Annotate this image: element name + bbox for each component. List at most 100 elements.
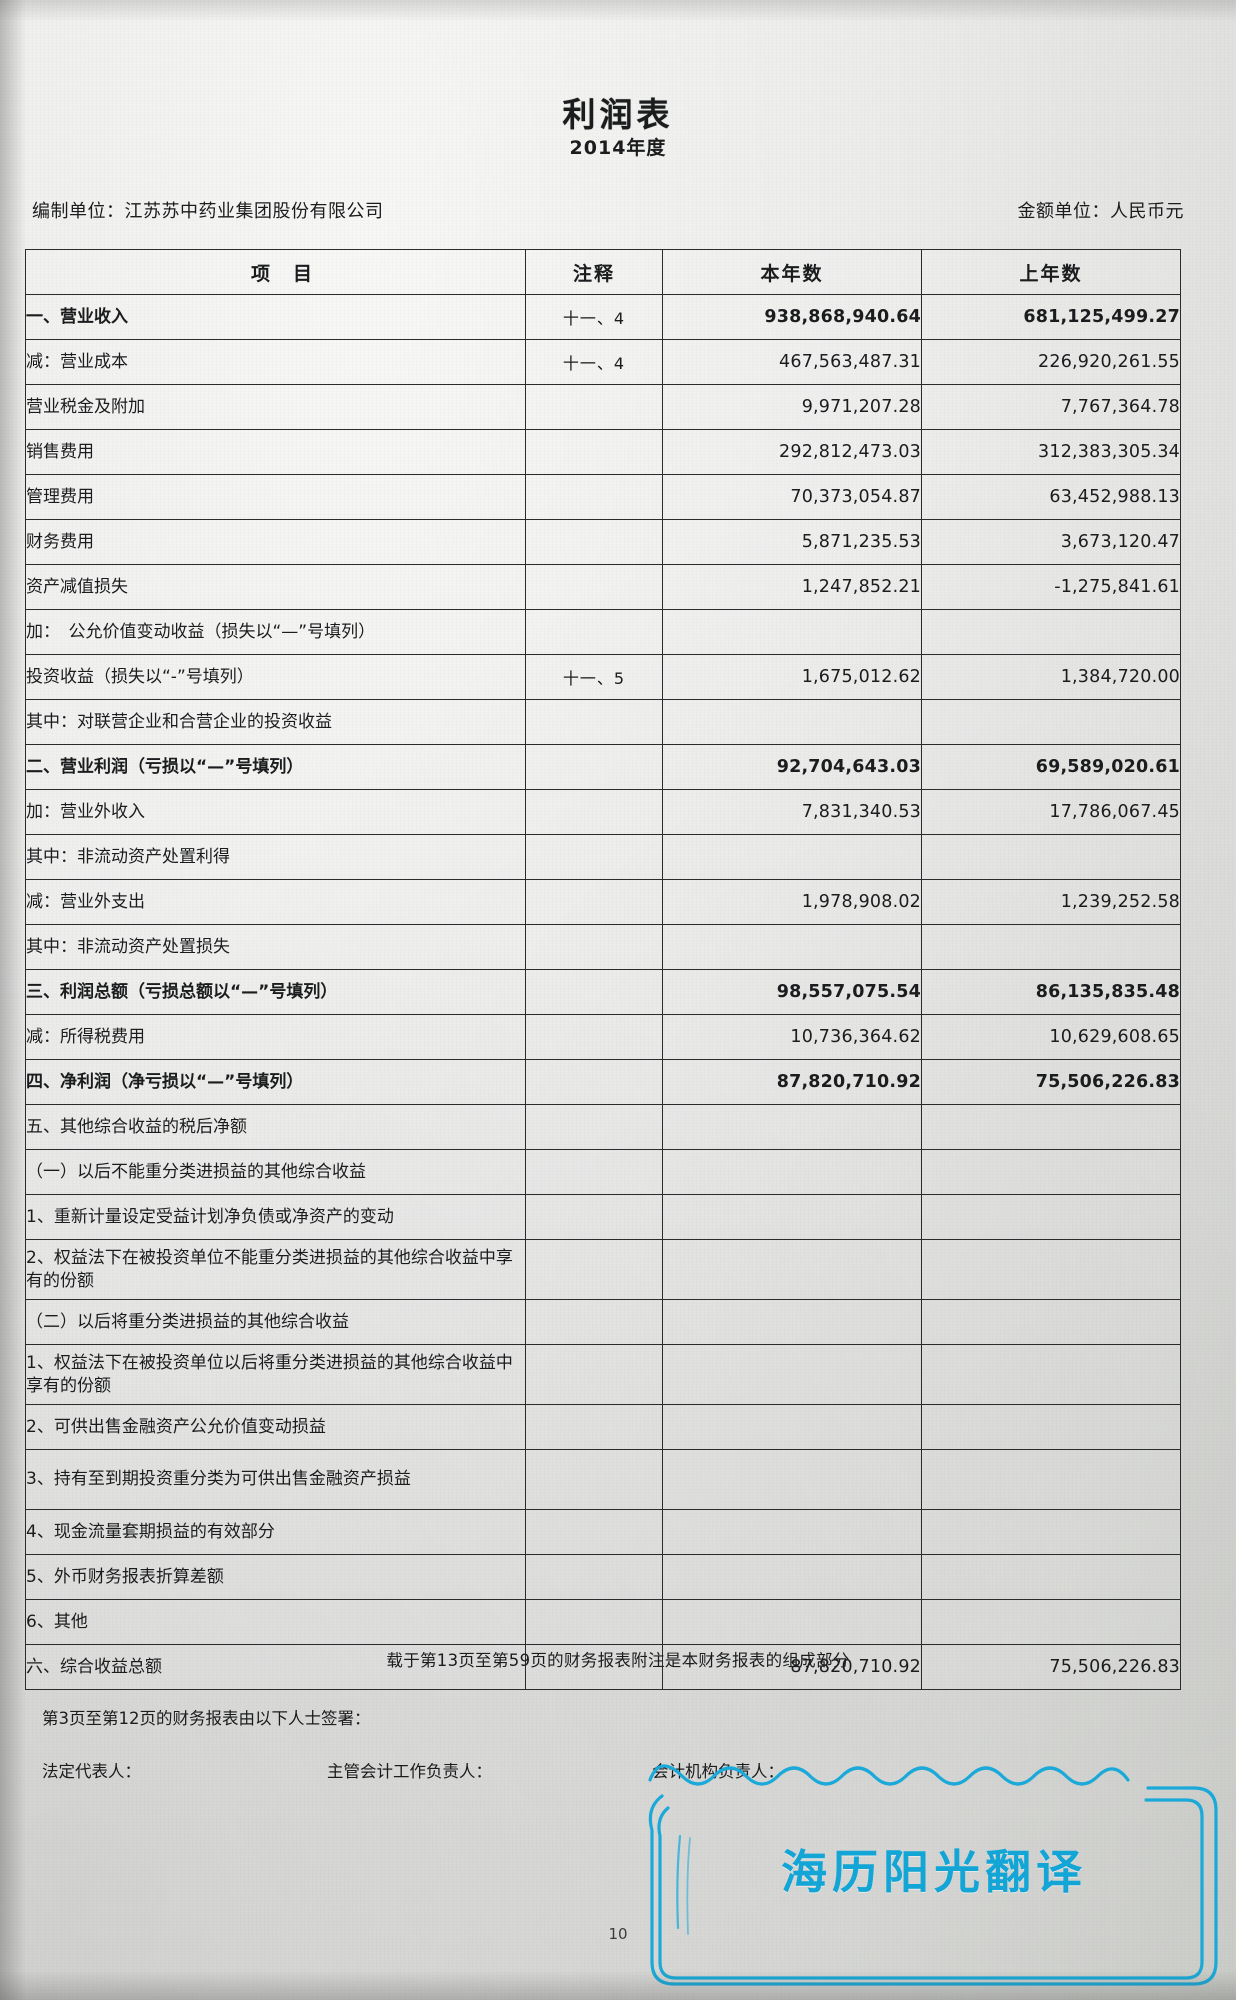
table-row: 其中：非流动资产处置利得 [25, 834, 1181, 880]
table-row: 四、净利润（净亏损以“—”号填列） 87,820,710.92 75,506,226… [25, 1059, 1181, 1105]
column-header-item: 项 目 [25, 249, 526, 295]
table-row: 五、其他综合收益的税后净额 [25, 1104, 1181, 1150]
row-item-label: 财务费用 [25, 519, 526, 565]
row-current-year-amount: 5,871,235.53 [662, 519, 922, 565]
row-previous-year-amount: 3,673,120.47 [921, 519, 1181, 565]
row-current-year-amount: 467,563,487.31 [662, 339, 922, 385]
table-row: 3、持有至到期投资重分类为可供出售金融资产损益 [25, 1449, 1181, 1510]
row-current-year-amount: 87,820,710.92 [662, 1059, 922, 1105]
watermark-text: 海历阳光翻译 [781, 1845, 1087, 1899]
table-row: 2、可供出售金融资产公允价值变动损益 [25, 1404, 1181, 1450]
row-current-year-amount: 70,373,054.87 [662, 474, 922, 520]
row-previous-year-amount: 312,383,305.34 [921, 429, 1181, 475]
row-current-year-amount [662, 1449, 922, 1510]
row-note-reference [525, 879, 663, 925]
row-item-label: 其中：非流动资产处置利得 [25, 834, 526, 880]
row-item-label: 其中：对联营企业和合营企业的投资收益 [25, 699, 526, 745]
row-item-label: 2、可供出售金融资产公允价值变动损益 [25, 1404, 526, 1450]
row-previous-year-amount [921, 1509, 1181, 1555]
row-current-year-amount [662, 1554, 922, 1600]
row-note-reference [525, 1554, 663, 1600]
row-note-reference [525, 1449, 663, 1510]
row-previous-year-amount [921, 1404, 1181, 1450]
row-previous-year-amount: 7,767,364.78 [921, 384, 1181, 430]
signature-accounting-organization: 会计机构负责人： [652, 1762, 784, 1781]
preparer-unit-label: 编制单位：江苏苏中药业集团股份有限公司 [32, 201, 384, 222]
row-current-year-amount [662, 1194, 922, 1240]
row-current-year-amount [662, 924, 922, 970]
translation-watermark: 海历阳光翻译 [632, 1688, 1236, 2000]
table-row: （二）以后将重分类进损益的其他综合收益 [25, 1299, 1181, 1345]
row-note-reference: 十一、4 [525, 294, 663, 340]
row-note-reference [525, 1299, 663, 1345]
row-item-label: 减：所得税费用 [25, 1014, 526, 1060]
row-note-reference [525, 519, 663, 565]
row-item-label: 管理费用 [25, 474, 526, 520]
row-previous-year-amount: 681,125,499.27 [921, 294, 1181, 340]
row-previous-year-amount [921, 1449, 1181, 1510]
row-previous-year-amount [921, 1299, 1181, 1345]
row-note-reference [525, 1599, 663, 1645]
row-note-reference [525, 384, 663, 430]
row-note-reference [525, 1014, 663, 1060]
table-row: 5、外币财务报表折算差额 [25, 1554, 1181, 1600]
table-row: 加： 公允价值变动收益（损失以“—”号填列） [25, 609, 1181, 655]
table-row: 减：所得税费用 10,736,364.62 10,629,608.65 [25, 1014, 1181, 1060]
row-note-reference [525, 789, 663, 835]
row-previous-year-amount [921, 924, 1181, 970]
row-note-reference [525, 1194, 663, 1240]
row-previous-year-amount [921, 1599, 1181, 1645]
row-note-reference [525, 1644, 663, 1690]
table-row: 加：营业外收入 7,831,340.53 17,786,067.45 [25, 789, 1181, 835]
income-statement-table: 项 目 注释 本年数 上年数 一、营业收入 十一、4 938,868,940.64 6… [25, 249, 1181, 1690]
row-item-label: 四、净利润（净亏损以“—”号填列） [25, 1059, 526, 1105]
row-note-reference [525, 1239, 663, 1300]
row-item-label: 4、现金流量套期损益的有效部分 [25, 1509, 526, 1555]
financial-statement-note: 载于第13页至第59页的财务报表附注是本财务报表的组成部分 [386, 1651, 850, 1670]
row-note-reference [525, 1344, 663, 1405]
row-note-reference [525, 1104, 663, 1150]
row-previous-year-amount: 17,786,067.45 [921, 789, 1181, 835]
row-current-year-amount: 10,736,364.62 [662, 1014, 922, 1060]
table-row: 六、综合收益总额 87,820,710.92 75,506,226.83 [25, 1644, 1181, 1690]
row-note-reference: 十一、5 [525, 654, 663, 700]
row-previous-year-amount [921, 609, 1181, 655]
row-item-label: 2、权益法下在被投资单位不能重分类进损益的其他综合收益中享有的份额 [25, 1239, 526, 1300]
row-note-reference [525, 564, 663, 610]
row-previous-year-amount [921, 1239, 1181, 1300]
signature-intro-text: 第3页至第12页的财务报表由以下人士签署： [42, 1709, 371, 1728]
row-previous-year-amount: 63,452,988.13 [921, 474, 1181, 520]
row-note-reference [525, 699, 663, 745]
table-header: 项 目 注释 本年数 上年数 [25, 249, 1181, 295]
column-header-note: 注释 [525, 249, 663, 295]
row-item-label: 营业税金及附加 [25, 384, 526, 430]
table-row: 营业税金及附加 9,971,207.28 7,767,364.78 [25, 384, 1181, 430]
page-number: 10 [608, 1925, 628, 1943]
row-note-reference [525, 834, 663, 880]
row-item-label: 投资收益（损失以“-”号填列） [25, 654, 526, 700]
row-item-label: 资产减值损失 [25, 564, 526, 610]
row-previous-year-amount: -1,275,841.61 [921, 564, 1181, 610]
row-current-year-amount [662, 1239, 922, 1300]
row-item-label: 1、权益法下在被投资单位以后将重分类进损益的其他综合收益中享有的份额 [25, 1344, 526, 1405]
row-current-year-amount [662, 1104, 922, 1150]
table-row: 减：营业外支出 1,978,908.02 1,239,252.58 [25, 879, 1181, 925]
row-previous-year-amount: 10,629,608.65 [921, 1014, 1181, 1060]
table-row: 销售费用 292,812,473.03 312,383,305.34 [25, 429, 1181, 475]
row-item-label: 三、利润总额（亏损总额以“—”号填列） [25, 969, 526, 1015]
row-item-label: 减：营业外支出 [25, 879, 526, 925]
row-current-year-amount: 1,978,908.02 [662, 879, 922, 925]
row-current-year-amount [662, 1404, 922, 1450]
row-previous-year-amount: 75,506,226.83 [921, 1644, 1181, 1690]
currency-unit-label: 金额单位：人民币元 [1017, 201, 1184, 222]
row-note-reference [525, 1404, 663, 1450]
row-previous-year-amount: 226,920,261.55 [921, 339, 1181, 385]
table-body: 一、营业收入 十一、4 938,868,940.64 681,125,499.27 减：… [25, 294, 1181, 1690]
row-note-reference [525, 1509, 663, 1555]
row-note-reference: 十一、4 [525, 339, 663, 385]
row-previous-year-amount [921, 1344, 1181, 1405]
row-item-label: 减：营业成本 [25, 339, 526, 385]
row-previous-year-amount: 69,589,020.61 [921, 744, 1181, 790]
